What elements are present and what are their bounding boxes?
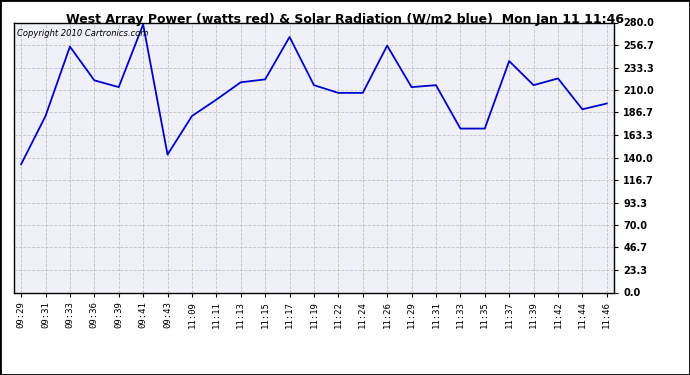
Text: Copyright 2010 Cartronics.com: Copyright 2010 Cartronics.com [17, 29, 148, 38]
Text: West Array Power (watts red) & Solar Radiation (W/m2 blue)  Mon Jan 11 11:46: West Array Power (watts red) & Solar Rad… [66, 13, 624, 26]
